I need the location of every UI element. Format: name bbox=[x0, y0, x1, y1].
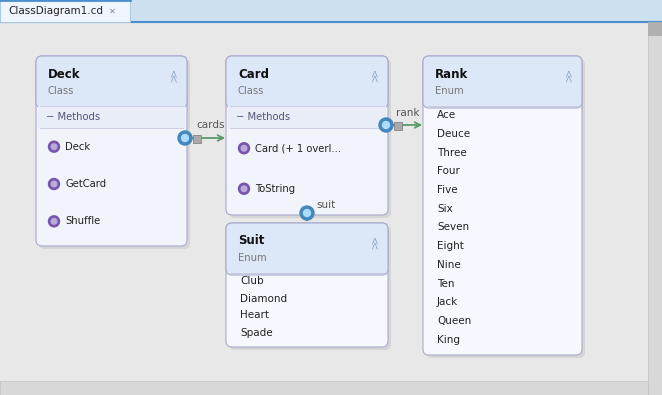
Text: Deck: Deck bbox=[48, 68, 81, 81]
FancyBboxPatch shape bbox=[648, 22, 662, 395]
Text: ⋀
⋀: ⋀ ⋀ bbox=[170, 70, 176, 82]
Text: Deck: Deck bbox=[65, 142, 90, 152]
Text: Card: Card bbox=[238, 68, 269, 81]
Text: Eight: Eight bbox=[437, 241, 464, 251]
FancyBboxPatch shape bbox=[226, 223, 388, 347]
FancyBboxPatch shape bbox=[0, 381, 648, 395]
Circle shape bbox=[300, 206, 314, 220]
Text: Shuffle: Shuffle bbox=[65, 216, 100, 226]
Text: Spade: Spade bbox=[240, 327, 273, 337]
Circle shape bbox=[48, 179, 60, 190]
Text: Suit: Suit bbox=[238, 235, 264, 248]
Text: Jack: Jack bbox=[437, 297, 458, 307]
Circle shape bbox=[238, 143, 250, 154]
Text: Enum: Enum bbox=[435, 86, 463, 96]
FancyBboxPatch shape bbox=[226, 223, 388, 275]
Circle shape bbox=[238, 183, 250, 194]
Circle shape bbox=[303, 209, 310, 216]
Circle shape bbox=[383, 122, 389, 128]
Text: Club: Club bbox=[240, 276, 263, 286]
Circle shape bbox=[48, 141, 60, 152]
Text: Seven: Seven bbox=[437, 222, 469, 233]
Text: ⋀
⋀: ⋀ ⋀ bbox=[371, 70, 377, 82]
Text: Diamond: Diamond bbox=[240, 293, 287, 303]
Text: suit: suit bbox=[316, 200, 335, 210]
Text: ⋀
⋀: ⋀ ⋀ bbox=[371, 237, 377, 249]
Text: Class: Class bbox=[48, 86, 74, 96]
Circle shape bbox=[51, 144, 57, 149]
Text: rank: rank bbox=[396, 108, 420, 118]
FancyBboxPatch shape bbox=[38, 106, 185, 128]
FancyBboxPatch shape bbox=[423, 56, 582, 108]
Text: Nine: Nine bbox=[437, 260, 461, 270]
Text: ✕: ✕ bbox=[109, 6, 115, 15]
FancyBboxPatch shape bbox=[648, 22, 662, 36]
FancyBboxPatch shape bbox=[226, 56, 388, 215]
FancyBboxPatch shape bbox=[226, 56, 388, 108]
Text: ⋀
⋀: ⋀ ⋀ bbox=[565, 70, 571, 82]
Circle shape bbox=[48, 216, 60, 227]
FancyBboxPatch shape bbox=[393, 122, 401, 130]
Circle shape bbox=[241, 186, 247, 192]
Text: cards: cards bbox=[196, 120, 224, 130]
FancyBboxPatch shape bbox=[39, 59, 190, 249]
Circle shape bbox=[178, 131, 192, 145]
Text: − Methods: − Methods bbox=[236, 112, 290, 122]
FancyBboxPatch shape bbox=[0, 0, 662, 22]
FancyBboxPatch shape bbox=[36, 56, 187, 108]
Text: Card (+ 1 overl...: Card (+ 1 overl... bbox=[255, 143, 341, 153]
Circle shape bbox=[241, 145, 247, 151]
Text: − Methods: − Methods bbox=[46, 112, 100, 122]
Text: GetCard: GetCard bbox=[65, 179, 106, 189]
Text: Three: Three bbox=[437, 148, 467, 158]
FancyBboxPatch shape bbox=[423, 56, 582, 355]
Text: Deuce: Deuce bbox=[437, 129, 470, 139]
Text: Six: Six bbox=[437, 204, 453, 214]
FancyBboxPatch shape bbox=[0, 0, 130, 22]
FancyBboxPatch shape bbox=[193, 135, 201, 143]
Text: ClassDiagram1.cd: ClassDiagram1.cd bbox=[8, 6, 103, 16]
FancyBboxPatch shape bbox=[229, 226, 391, 350]
Text: Ace: Ace bbox=[437, 110, 456, 120]
Text: Rank: Rank bbox=[435, 68, 468, 81]
FancyBboxPatch shape bbox=[228, 106, 386, 128]
FancyBboxPatch shape bbox=[229, 59, 391, 218]
Circle shape bbox=[51, 181, 57, 187]
Text: ToString: ToString bbox=[255, 184, 295, 194]
Text: Class: Class bbox=[238, 86, 264, 96]
FancyBboxPatch shape bbox=[426, 59, 585, 358]
Circle shape bbox=[51, 218, 57, 224]
Circle shape bbox=[379, 118, 393, 132]
Text: King: King bbox=[437, 335, 460, 345]
Text: Ten: Ten bbox=[437, 278, 455, 289]
FancyBboxPatch shape bbox=[36, 56, 187, 246]
Circle shape bbox=[181, 135, 189, 141]
Text: Enum: Enum bbox=[238, 253, 267, 263]
Text: Four: Four bbox=[437, 166, 460, 177]
Text: Heart: Heart bbox=[240, 310, 269, 320]
Text: Queen: Queen bbox=[437, 316, 471, 326]
Text: Five: Five bbox=[437, 185, 457, 195]
